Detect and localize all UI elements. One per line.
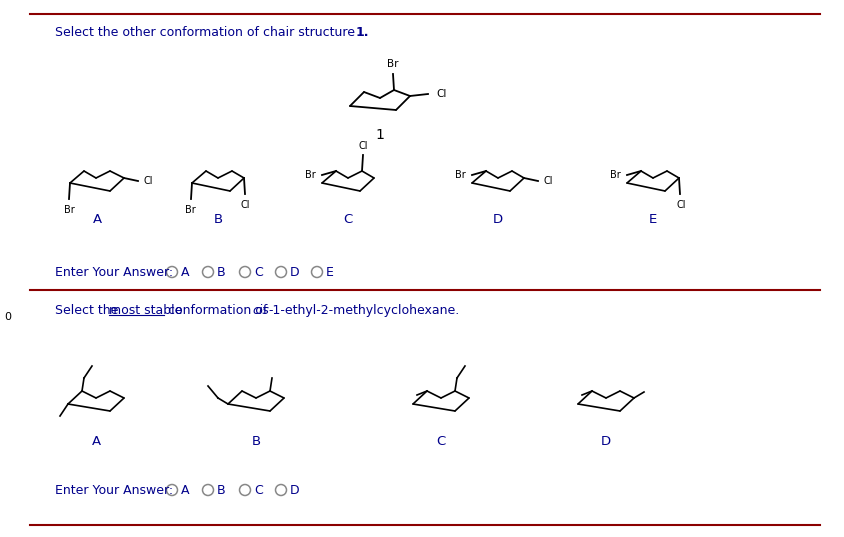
Text: Enter Your Answer:: Enter Your Answer: — [55, 483, 173, 497]
Text: conformation of: conformation of — [164, 304, 272, 317]
Text: E: E — [326, 265, 334, 279]
Text: Br: Br — [387, 59, 398, 69]
Text: Cl: Cl — [676, 200, 686, 210]
Text: 1: 1 — [376, 128, 384, 142]
Text: C: C — [436, 435, 446, 448]
Text: Br: Br — [185, 205, 195, 215]
Text: Select the: Select the — [55, 304, 122, 317]
Text: Cl: Cl — [144, 176, 154, 186]
Text: Select the other conformation of chair structure: Select the other conformation of chair s… — [55, 26, 359, 39]
Text: Cl: Cl — [436, 89, 446, 99]
Text: C: C — [254, 265, 262, 279]
Text: B: B — [252, 435, 261, 448]
Text: E: E — [649, 213, 657, 226]
Text: cis: cis — [252, 304, 269, 317]
Text: Br: Br — [63, 205, 74, 215]
Text: D: D — [290, 483, 300, 497]
Text: A: A — [181, 483, 190, 497]
Text: Br: Br — [455, 170, 466, 180]
Text: Enter Your Answer:: Enter Your Answer: — [55, 265, 173, 279]
Text: A: A — [91, 435, 100, 448]
Text: B: B — [217, 265, 225, 279]
Text: Cl: Cl — [358, 141, 368, 151]
Text: 1.: 1. — [356, 26, 370, 39]
Text: Cl: Cl — [241, 200, 250, 210]
Text: C: C — [344, 213, 353, 226]
Text: C: C — [254, 483, 262, 497]
Text: Br: Br — [306, 170, 316, 180]
Text: D: D — [601, 435, 611, 448]
Text: most stable: most stable — [109, 304, 182, 317]
Text: B: B — [214, 213, 223, 226]
Text: -1-ethyl-2-methylcyclohexane.: -1-ethyl-2-methylcyclohexane. — [268, 304, 459, 317]
Text: B: B — [217, 483, 225, 497]
Text: D: D — [493, 213, 503, 226]
Text: D: D — [290, 265, 300, 279]
Text: Br: Br — [610, 170, 621, 180]
Text: A: A — [181, 265, 190, 279]
Text: A: A — [93, 213, 101, 226]
Text: Cl: Cl — [544, 176, 554, 186]
Text: 0: 0 — [4, 312, 12, 322]
